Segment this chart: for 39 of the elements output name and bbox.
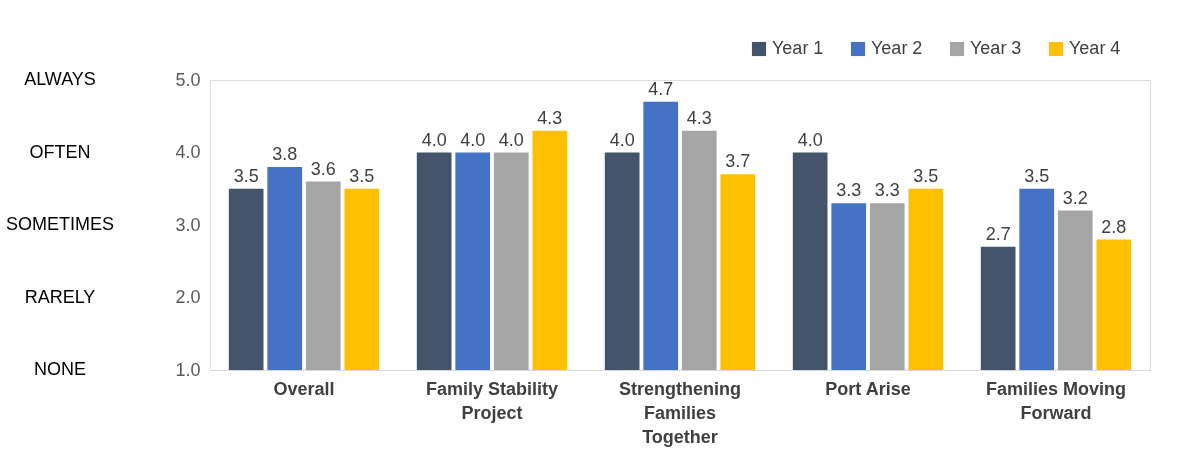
legend-label: Year 4: [1069, 38, 1121, 58]
data-label: 2.7: [985, 223, 1011, 244]
x-tick-label: Port Arise: [825, 378, 911, 399]
data-label: 3.7: [725, 151, 751, 172]
data-label: 3.5: [1024, 165, 1050, 186]
data-label: 3.3: [874, 180, 900, 201]
data-label: 4.0: [460, 129, 486, 150]
y-tick-label: 2.0: [175, 287, 201, 307]
data-label: 4.3: [537, 107, 563, 128]
data-label: 4.3: [686, 107, 712, 128]
text: ALWAYS: [24, 69, 96, 89]
data-label: 2.8: [1101, 216, 1127, 237]
y-tick-label: 5.0: [175, 69, 201, 90]
x-tick-label: Strengthening Families Together: [619, 378, 741, 447]
data-label: 3.5: [233, 165, 259, 186]
data-label: 4.0: [609, 129, 635, 150]
text: OFTEN: [29, 141, 91, 162]
x-tick-label: Families Moving Forward: [985, 378, 1127, 423]
y-tick-label: 3.0: [175, 214, 201, 235]
data-label: 3.2: [1062, 187, 1088, 208]
text: SOMETIMES: [5, 214, 115, 234]
legend-label: Year 2: [871, 38, 923, 58]
text: RARELY: [24, 286, 96, 307]
data-label: 4.0: [797, 129, 823, 150]
legend-label: Year 1: [772, 38, 824, 58]
data-label: 4.0: [421, 129, 447, 150]
data-label: 3.6: [310, 158, 336, 179]
y-tick-label: 4.0: [175, 142, 201, 162]
text: NONE: [33, 359, 87, 379]
data-label: 4.7: [648, 78, 674, 99]
data-label: 3.8: [272, 144, 298, 164]
legend-label: Year 3: [970, 38, 1022, 58]
x-tick-label: Overall: [273, 378, 335, 399]
y-tick-label: 1.0: [175, 359, 201, 380]
data-label: 3.5: [349, 165, 375, 186]
data-label: 4.0: [498, 129, 524, 150]
data-label: 3.5: [913, 165, 939, 186]
x-tick-label: Family Stability Project: [425, 378, 559, 423]
data-label: 3.3: [836, 180, 862, 201]
